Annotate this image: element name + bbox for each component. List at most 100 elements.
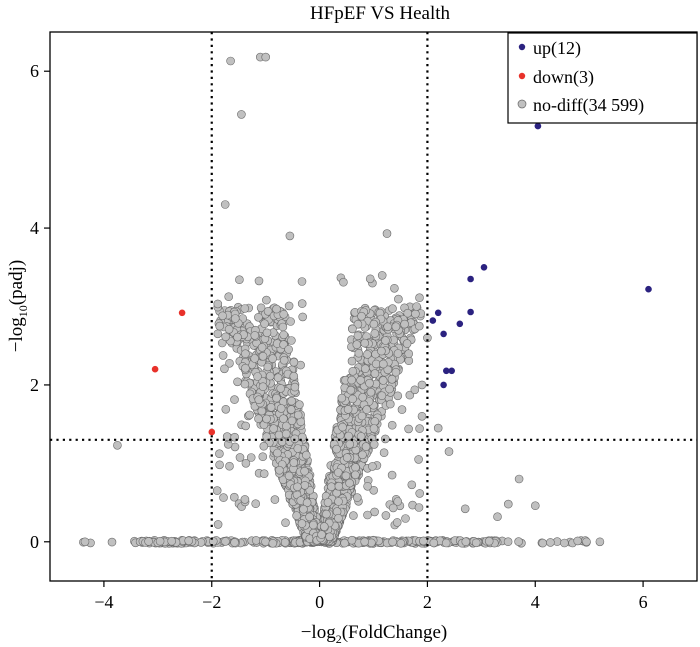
up-point xyxy=(434,309,442,317)
no-diff-point xyxy=(371,359,381,369)
no-diff-point xyxy=(377,391,387,401)
down-point xyxy=(151,365,159,373)
no-diff-point xyxy=(381,336,390,345)
x-tick-label: 2 xyxy=(423,592,432,612)
no-diff-point xyxy=(278,322,288,332)
no-diff-point xyxy=(251,499,260,509)
no-diff-point xyxy=(363,350,372,359)
no-diff-point xyxy=(441,538,451,548)
no-diff-point xyxy=(351,470,360,480)
no-diff-point xyxy=(358,392,368,402)
x-axis-title: −log2(FoldChange) xyxy=(301,622,448,646)
no-diff-point xyxy=(245,410,254,420)
no-diff-point xyxy=(279,330,289,340)
no-diff-point xyxy=(241,349,250,359)
no-diff-point xyxy=(215,321,224,331)
no-diff-point xyxy=(293,482,302,492)
no-diff-point xyxy=(503,537,513,547)
no-diff-point xyxy=(368,462,377,471)
no-diff-point xyxy=(345,439,355,449)
no-diff-point xyxy=(268,538,278,548)
no-diff-point xyxy=(369,485,379,495)
no-diff-point xyxy=(231,314,240,323)
no-diff-point xyxy=(263,306,273,316)
no-diff-point xyxy=(218,311,227,321)
no-diff-point xyxy=(382,229,392,238)
no-diff-point xyxy=(366,387,376,397)
no-diff-point xyxy=(241,421,250,431)
no-diff-point xyxy=(347,356,357,366)
no-diff-point xyxy=(378,359,388,369)
no-diff-point xyxy=(297,432,307,442)
no-diff-point xyxy=(514,537,523,546)
chart-title: HFpEF VS Health xyxy=(310,3,451,24)
no-diff-point xyxy=(345,478,354,488)
no-diff-point xyxy=(415,489,425,498)
no-diff-point xyxy=(381,511,391,520)
no-diff-point xyxy=(362,405,372,414)
no-diff-point xyxy=(262,328,272,338)
no-diff-point xyxy=(221,537,230,546)
no-diff-point xyxy=(240,379,250,389)
no-diff-point xyxy=(305,512,314,522)
no-diff-point xyxy=(286,317,295,326)
no-diff-point xyxy=(261,537,270,547)
no-diff-point xyxy=(370,417,380,426)
no-diff-point xyxy=(286,405,296,414)
no-diff-point xyxy=(144,537,153,546)
no-diff-point xyxy=(241,458,251,468)
no-diff-point xyxy=(254,276,264,286)
no-diff-point xyxy=(363,510,372,520)
no-diff-point xyxy=(370,507,379,517)
no-diff-point xyxy=(337,393,347,403)
no-diff-point xyxy=(299,504,308,514)
no-diff-point xyxy=(240,495,250,504)
no-diff-point xyxy=(410,385,420,395)
no-diff-point xyxy=(419,536,428,546)
no-diff-point xyxy=(404,349,414,359)
up-point xyxy=(467,275,474,283)
no-diff-point xyxy=(80,537,90,547)
no-diff-point xyxy=(400,319,409,329)
no-diff-point xyxy=(212,486,222,495)
no-diff-point xyxy=(274,430,284,440)
no-diff-point xyxy=(357,411,367,421)
no-diff-point xyxy=(357,311,366,321)
no-diff-point xyxy=(237,110,246,119)
y-tick-label: 4 xyxy=(30,218,39,238)
up-point xyxy=(480,264,488,271)
no-diff-point xyxy=(334,497,343,506)
no-diff-point xyxy=(225,461,234,471)
no-diff-point xyxy=(213,520,223,529)
no-diff-point xyxy=(258,351,268,361)
no-diff-point xyxy=(356,432,366,441)
no-diff-point xyxy=(107,537,117,547)
no-diff-point xyxy=(417,411,427,421)
up-point xyxy=(448,367,456,375)
no-diff-point xyxy=(369,424,379,433)
legend: up(12) down(3) no-diff(34 599) xyxy=(507,32,698,124)
no-diff-point xyxy=(293,444,303,453)
no-diff-point xyxy=(273,373,283,383)
no-diff-point xyxy=(514,474,524,484)
up-point xyxy=(440,330,447,338)
no-diff-point xyxy=(215,460,224,470)
up-point xyxy=(645,285,652,293)
no-diff-point xyxy=(383,365,393,375)
no-diff-point xyxy=(394,294,403,304)
no-diff-point xyxy=(396,538,406,548)
no-diff-point xyxy=(308,520,318,530)
no-diff-point xyxy=(530,501,540,511)
no-diff-point xyxy=(209,536,218,546)
no-diff-point xyxy=(284,345,293,354)
significant-points xyxy=(151,122,652,436)
no-diff-point xyxy=(349,511,358,520)
no-diff-point xyxy=(270,495,280,504)
no-diff-point xyxy=(388,537,397,547)
no-diff-point xyxy=(319,522,329,531)
no-diff-point xyxy=(404,424,413,434)
no-diff-point xyxy=(241,363,250,373)
legend-box xyxy=(507,32,698,124)
no-diff-point xyxy=(385,384,394,394)
no-diff-point xyxy=(287,416,297,426)
